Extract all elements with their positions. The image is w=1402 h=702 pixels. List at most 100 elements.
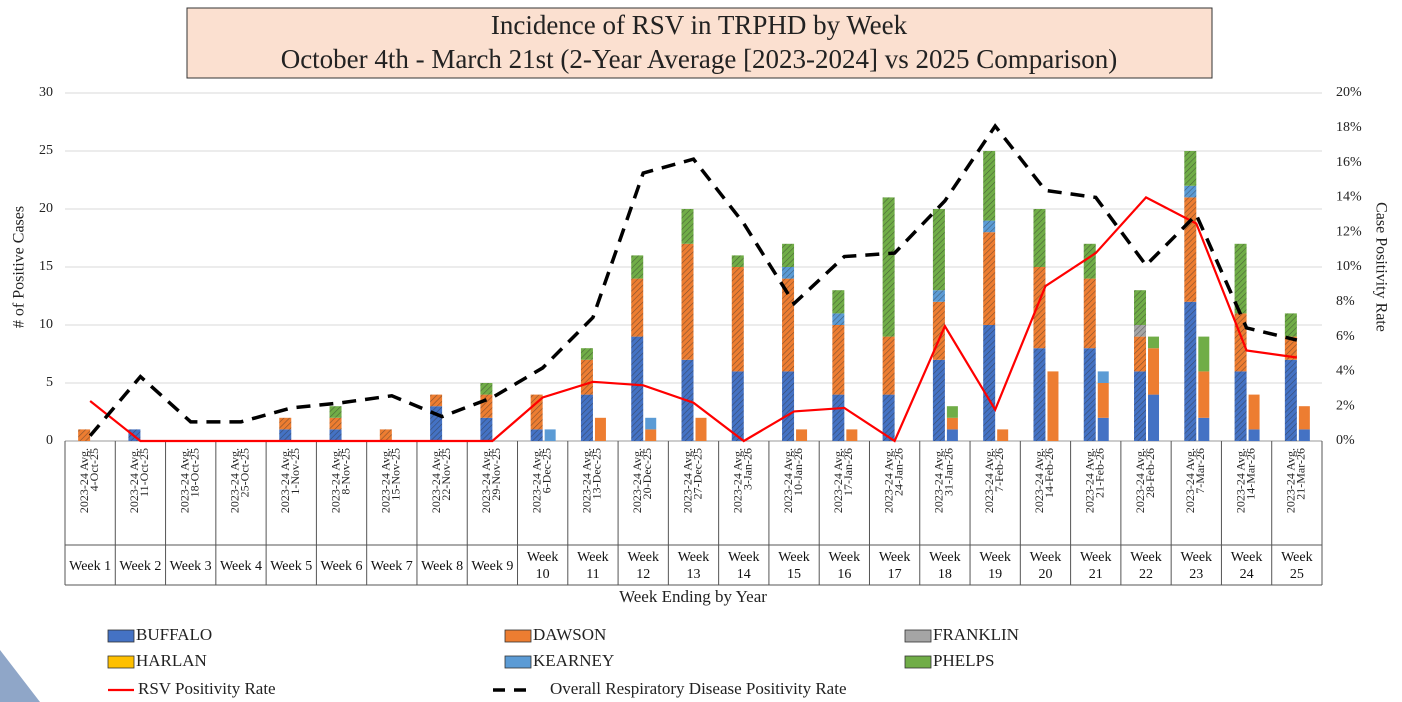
bar-avg <box>782 267 795 279</box>
bar-avg <box>1134 290 1147 325</box>
y-axis-label: # of Positive Cases <box>11 206 28 328</box>
y2-axis-label: Case Positivity Rate <box>1372 202 1389 332</box>
y-tick-label: 5 <box>46 375 53 390</box>
week-label: Week 18 <box>929 550 961 582</box>
avg-label: 2023-24 Avg. <box>630 448 644 513</box>
week-label: Week 20 <box>1029 550 1062 582</box>
y-tick-label: 20 <box>39 201 53 216</box>
bar-avg <box>782 243 795 267</box>
week-label: Week 11 <box>577 550 609 582</box>
bar-avg <box>882 394 895 441</box>
bar-current <box>1148 336 1160 349</box>
week-label: Week 14 <box>727 550 760 582</box>
avg-label: 2023-24 Avg. <box>1183 448 1197 513</box>
bar-avg <box>832 290 845 314</box>
bar-avg <box>1184 185 1197 198</box>
y2-tick-label: 18% <box>1336 120 1362 135</box>
y2-tick-label: 8% <box>1336 294 1355 309</box>
bar-avg <box>1083 278 1096 349</box>
avg-label: 2023-24 Avg. <box>328 448 342 513</box>
bar-current <box>1097 383 1109 418</box>
y2-tick-label: 14% <box>1336 190 1362 205</box>
bar-avg <box>731 371 744 441</box>
y2-tick-label: 16% <box>1336 155 1362 170</box>
bar-current <box>1097 417 1109 441</box>
date-label: 20-Dec-25 <box>640 448 654 499</box>
date-label: 24-Jan-26 <box>891 448 905 496</box>
bar-current <box>594 417 606 441</box>
bar-avg <box>631 278 644 337</box>
legend-swatch <box>504 655 532 669</box>
bar-avg <box>279 417 292 430</box>
y-tick-label: 0 <box>46 433 53 448</box>
week-label: Week 1 <box>69 558 112 574</box>
y2-tick-label: 12% <box>1336 224 1362 239</box>
week-label: Week 4 <box>219 558 262 574</box>
avg-label: 2023-24 Avg. <box>77 448 91 513</box>
avg-label: 2023-24 Avg. <box>1284 448 1298 513</box>
bar-avg <box>983 325 996 441</box>
week-label: Week 19 <box>979 550 1011 582</box>
avg-label: 2023-24 Avg. <box>127 448 141 513</box>
avg-label: 2023-24 Avg. <box>831 448 845 513</box>
bar-current <box>846 429 858 441</box>
date-label: 18-Oct-25 <box>187 448 201 497</box>
date-label: 13-Dec-25 <box>590 448 604 499</box>
bar-avg <box>932 209 945 291</box>
bar-avg <box>983 220 996 233</box>
bar-avg <box>832 325 845 395</box>
bar-current <box>544 429 556 441</box>
avg-label: 2023-24 Avg. <box>1133 448 1147 513</box>
bar-avg <box>882 336 895 395</box>
week-label: Week 7 <box>370 558 413 574</box>
avg-label: 2023-24 Avg. <box>680 448 694 513</box>
bar-current <box>796 429 808 441</box>
line-series <box>88 123 1298 437</box>
bar-current <box>1097 371 1109 383</box>
bar-avg <box>832 313 845 325</box>
legend-swatch <box>904 629 932 643</box>
bar-avg <box>480 383 493 395</box>
bar-avg <box>329 429 342 441</box>
title-box <box>186 7 1213 79</box>
week-label: Week 24 <box>1230 550 1263 582</box>
avg-label: 2023-24 Avg. <box>781 448 795 513</box>
y-tick-label: 25 <box>39 143 53 158</box>
bar-avg <box>1033 267 1046 349</box>
bar-avg <box>480 417 493 441</box>
bar-avg <box>782 371 795 441</box>
bar-avg <box>1184 301 1197 441</box>
y2-tick-label: 4% <box>1336 364 1355 379</box>
bar-avg <box>279 429 292 441</box>
legend-swatch <box>107 629 135 643</box>
chart-subtitle: October 4th - March 21st (2-Year Average… <box>281 44 1118 74</box>
bar-current <box>946 406 958 418</box>
bar-current <box>1148 348 1160 395</box>
legend-label: PHELPS <box>933 651 994 670</box>
bar-current <box>695 417 707 441</box>
avg-label: 2023-24 Avg. <box>429 448 443 513</box>
bar-avg <box>631 255 644 279</box>
bar-avg <box>480 394 493 418</box>
bar-avg <box>681 209 694 244</box>
bar-current <box>1198 417 1210 441</box>
bar-avg <box>530 429 543 441</box>
bar-avg <box>329 417 342 430</box>
legend-label: DAWSON <box>533 625 606 644</box>
bar-avg <box>1234 371 1247 441</box>
date-label: 28-Feb-26 <box>1143 448 1157 498</box>
date-label: 27-Dec-25 <box>690 448 704 499</box>
avg-label: 2023-24 Avg. <box>982 448 996 513</box>
y-tick-label: 15 <box>39 259 53 274</box>
week-label: Week 10 <box>526 550 559 582</box>
y2-tick-label: 0% <box>1336 433 1355 448</box>
bar-avg <box>580 359 593 395</box>
chart-title: Incidence of RSV in TRPHD by Week <box>491 10 908 40</box>
date-label: 31-Jan-26 <box>942 448 956 496</box>
avg-label: 2023-24 Avg. <box>379 448 393 513</box>
date-label: 6-Dec-25 <box>539 448 553 493</box>
avg-label: 2023-24 Avg. <box>580 448 594 513</box>
bar-avg <box>932 359 945 441</box>
week-label: Week 8 <box>421 558 464 574</box>
